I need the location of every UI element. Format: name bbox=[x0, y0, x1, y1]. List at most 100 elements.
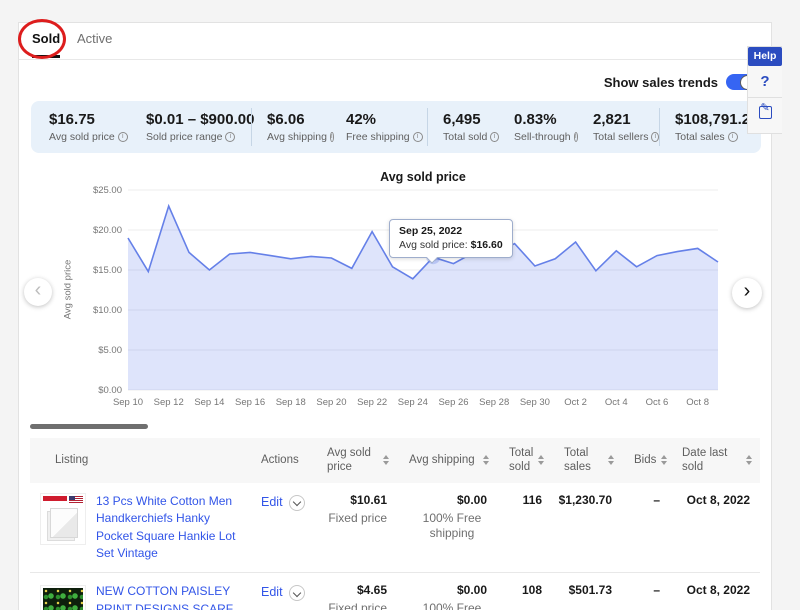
sales-trends-control: Show sales trends bbox=[604, 73, 755, 91]
header-total-sold[interactable]: Total sold bbox=[497, 438, 552, 483]
chart-plot bbox=[0, 160, 800, 422]
bids-value: – bbox=[628, 583, 660, 597]
avg-sold-price-chart: Avg sold price Avg sold price $25.00$20.… bbox=[0, 160, 800, 422]
x-tick-label: Oct 6 bbox=[635, 397, 679, 408]
x-tick-label: Sep 14 bbox=[187, 397, 231, 408]
stat-avg-shipping: $6.06 Avg shippingi bbox=[251, 108, 331, 146]
shipping-note: 100% Free shipping bbox=[403, 601, 487, 610]
shipping-note: 100% Free shipping bbox=[403, 511, 487, 542]
edit-dropdown-button[interactable] bbox=[289, 585, 305, 601]
header-avg-shipping[interactable]: Avg shipping bbox=[397, 438, 497, 483]
total-sales-value: $1,230.70 bbox=[558, 493, 612, 507]
y-tick-label: $20.00 bbox=[76, 225, 122, 236]
stat-total-sellers: 2,821 Total sellersi bbox=[578, 108, 659, 146]
chart-tooltip: Sep 25, 2022 Avg sold price: $16.60 bbox=[389, 219, 513, 258]
stat-value: 0.83% bbox=[514, 111, 578, 128]
y-tick-label: $15.00 bbox=[76, 265, 122, 276]
table-header-row: Listing Actions Avg sold price Avg shipp… bbox=[30, 438, 760, 483]
chart-prev-button[interactable]: ‹ bbox=[24, 278, 52, 306]
edit-link[interactable]: Edit bbox=[261, 585, 283, 599]
listing-title-link[interactable]: NEW COTTON PAISLEY PRINT DESIGNS SCARF B… bbox=[96, 583, 249, 610]
x-tick-label: Sep 26 bbox=[432, 397, 476, 408]
header-bids[interactable]: Bids bbox=[622, 438, 670, 483]
us-flag-icon bbox=[69, 496, 83, 504]
y-tick-label: $0.00 bbox=[76, 385, 122, 396]
info-icon[interactable]: i bbox=[118, 132, 128, 142]
x-tick-label: Sep 12 bbox=[147, 397, 191, 408]
chevron-left-icon: ‹ bbox=[35, 279, 42, 301]
edit-dropdown-button[interactable] bbox=[289, 495, 305, 511]
x-tick-label: Sep 18 bbox=[269, 397, 313, 408]
sort-icon[interactable] bbox=[608, 455, 614, 465]
tab-bar: Sold Active bbox=[19, 23, 771, 60]
stat-label: Total sales bbox=[675, 131, 725, 143]
edit-link[interactable]: Edit bbox=[261, 495, 283, 509]
stat-label: Sold price range bbox=[146, 131, 222, 143]
terapeak-sold-page: Sold Active Show sales trends $16.75 Avg… bbox=[0, 0, 800, 610]
sort-icon[interactable] bbox=[383, 455, 389, 465]
header-listing: Listing bbox=[30, 438, 255, 483]
help-button[interactable]: Help bbox=[748, 47, 782, 66]
trends-label: Show sales trends bbox=[604, 75, 718, 90]
info-icon[interactable]: i bbox=[413, 132, 423, 142]
chevron-right-icon: › bbox=[744, 280, 751, 302]
chart-next-button[interactable]: › bbox=[732, 278, 762, 308]
info-icon[interactable]: i bbox=[651, 132, 659, 142]
chart-title: Avg sold price bbox=[0, 170, 800, 184]
x-tick-label: Sep 16 bbox=[228, 397, 272, 408]
price-type: Fixed price bbox=[321, 511, 387, 527]
tab-sold[interactable]: Sold bbox=[32, 31, 60, 58]
stat-value: $6.06 bbox=[267, 111, 331, 128]
header-date-last-sold[interactable]: Date last sold bbox=[670, 438, 760, 483]
tooltip-date: Sep 25, 2022 bbox=[399, 225, 503, 237]
header-total-sales[interactable]: Total sales bbox=[552, 438, 622, 483]
total-sold-value: 116 bbox=[503, 493, 542, 507]
stat-label: Free shipping bbox=[346, 131, 410, 143]
listings-table: Listing Actions Avg sold price Avg shipp… bbox=[30, 438, 760, 610]
listing-thumbnail[interactable] bbox=[40, 493, 86, 545]
stat-value: 42% bbox=[346, 111, 427, 128]
stat-label: Total sellers bbox=[593, 131, 648, 143]
table-row: 13 Pcs White Cotton Men Handkerchiefs Ha… bbox=[30, 483, 760, 574]
table-row: NEW COTTON PAISLEY PRINT DESIGNS SCARF B… bbox=[30, 573, 760, 610]
y-tick-label: $10.00 bbox=[76, 305, 122, 316]
x-tick-label: Sep 30 bbox=[513, 397, 557, 408]
sort-icon[interactable] bbox=[483, 455, 489, 465]
total-sales-value: $501.73 bbox=[558, 583, 612, 597]
stat-label: Avg sold price bbox=[49, 131, 115, 143]
avg-shipping-value: $0.00 bbox=[403, 493, 487, 507]
info-icon[interactable]: i bbox=[225, 132, 235, 142]
listing-thumbnail[interactable] bbox=[40, 585, 86, 610]
feedback-button[interactable] bbox=[748, 98, 782, 133]
sort-icon[interactable] bbox=[538, 455, 544, 465]
info-icon[interactable]: i bbox=[490, 132, 499, 142]
tab-active[interactable]: Active bbox=[77, 31, 112, 46]
stat-label: Sell-through bbox=[514, 131, 571, 143]
stat-label: Avg shipping bbox=[267, 131, 327, 143]
y-tick-label: $25.00 bbox=[76, 185, 122, 196]
stat-avg-sold-price: $16.75 Avg sold pricei bbox=[31, 108, 131, 146]
tooltip-label: Avg sold price: bbox=[399, 239, 468, 251]
stat-sell-through: 0.83% Sell-throughi bbox=[499, 108, 578, 146]
tooltip-value: $16.60 bbox=[471, 239, 503, 251]
table-scrollbar-handle[interactable] bbox=[30, 424, 148, 429]
listing-title-link[interactable]: 13 Pcs White Cotton Men Handkerchiefs Ha… bbox=[96, 493, 249, 563]
price-type: Fixed price bbox=[321, 601, 387, 610]
x-tick-label: Sep 10 bbox=[106, 397, 150, 408]
header-avg-sold-price[interactable]: Avg sold price bbox=[315, 438, 397, 483]
help-question-button[interactable]: ? bbox=[748, 66, 782, 98]
avg-shipping-value: $0.00 bbox=[403, 583, 487, 597]
stat-free-shipping: 42% Free shippingi bbox=[331, 108, 427, 146]
stat-total-sales: $108,791.25 Total salesi bbox=[659, 108, 761, 146]
x-tick-label: Sep 22 bbox=[350, 397, 394, 408]
sort-icon[interactable] bbox=[746, 455, 752, 465]
stat-label: Total sold bbox=[443, 131, 487, 143]
bids-value: – bbox=[628, 493, 660, 507]
stat-value: $16.75 bbox=[49, 111, 131, 128]
x-tick-label: Oct 4 bbox=[594, 397, 638, 408]
info-icon[interactable]: i bbox=[728, 132, 738, 142]
x-tick-label: Oct 8 bbox=[676, 397, 720, 408]
stat-value: $0.01 – $900.00 bbox=[146, 111, 251, 128]
sort-icon[interactable] bbox=[661, 455, 667, 465]
stat-sold-price-range: $0.01 – $900.00 Sold price rangei bbox=[131, 108, 251, 146]
